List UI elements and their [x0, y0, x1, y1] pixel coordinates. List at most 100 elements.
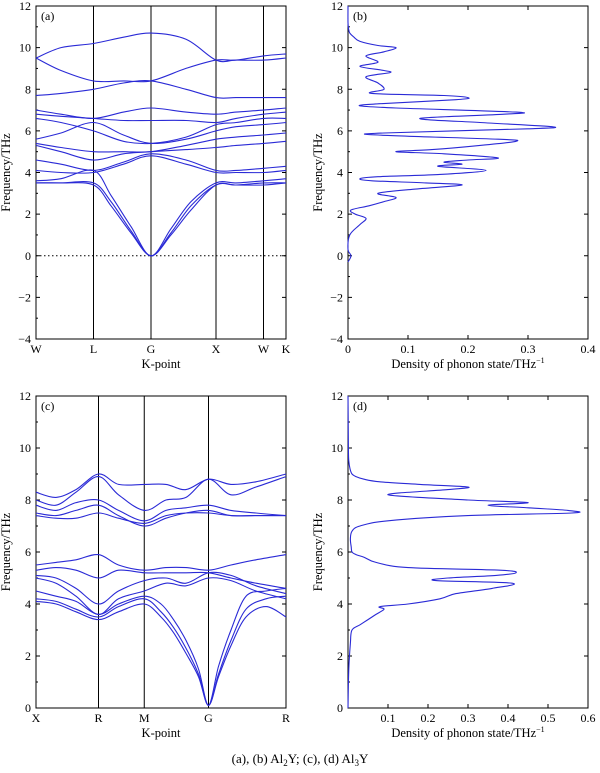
- chart-panel-2: (b) −4 −2 0 2 4 6 8 10 12 Frequency/THz 0 0.1 0.2 0.3 0…: [311, 0, 596, 371]
- x-tick-label: 0.3: [461, 711, 476, 725]
- y-tick-label: 0: [25, 249, 31, 263]
- x-axis-label: K-point: [142, 726, 181, 740]
- y-tick-label: 4: [25, 597, 31, 611]
- x-tick-label: 0.4: [581, 342, 596, 356]
- phonon-band-9: [35, 577, 287, 615]
- dos-curve: [347, 5, 557, 263]
- y-tick-label: −4: [18, 332, 31, 346]
- plot-frame: [347, 395, 589, 709]
- kpoint-label: G: [204, 711, 213, 725]
- y-tick-label: 2: [337, 207, 343, 221]
- y-tick-label: 10: [331, 41, 343, 55]
- x-tick-label: 0.4: [501, 711, 516, 725]
- y-tick-label: 2: [25, 207, 31, 221]
- kpoint-label: R: [94, 711, 102, 725]
- y-tick-label: 0: [337, 249, 343, 263]
- kpoint-label: M: [139, 711, 150, 725]
- y-axis-label: Frequency/THz: [0, 133, 13, 212]
- phonon-band-9: [35, 140, 287, 161]
- x-tick-label: 0.2: [421, 711, 436, 725]
- y-axis-label: Frequency/THz: [0, 512, 13, 591]
- phonon-band-12: [35, 169, 287, 257]
- kpoint-label: K: [282, 342, 291, 356]
- y-axis-label: Frequency/THz: [311, 512, 325, 591]
- y-tick-label: 10: [331, 441, 343, 455]
- y-tick-label: 8: [25, 82, 31, 96]
- x-tick-label: 0.3: [521, 342, 536, 356]
- dos-curve: [347, 395, 581, 709]
- y-tick-label: 2: [25, 649, 31, 663]
- phonon-band-8: [35, 571, 287, 605]
- phonon-band-8: [35, 132, 287, 153]
- phonon-band-1: [35, 32, 287, 63]
- x-axis-label: Density of phonon state/THz−1: [391, 356, 544, 371]
- phonon-band-2: [35, 476, 287, 511]
- y-tick-label: 12: [19, 389, 31, 403]
- phonon-band-10: [35, 153, 287, 172]
- phonon-band-5: [35, 111, 287, 124]
- kpoint-label: G: [147, 342, 156, 356]
- y-tick-label: 0: [25, 701, 31, 715]
- y-tick-label: 10: [19, 441, 31, 455]
- phonon-band-10: [35, 587, 287, 706]
- kpoint-label: W: [30, 342, 42, 356]
- y-tick-label: 2: [337, 649, 343, 663]
- y-tick-label: 4: [337, 166, 343, 180]
- phonon-band-7: [35, 567, 287, 589]
- phonon-band-2: [35, 53, 287, 83]
- kpoint-label: L: [90, 342, 97, 356]
- y-tick-label: 0: [337, 701, 343, 715]
- x-tick-label: 0.1: [401, 342, 416, 356]
- phonon-band-5: [35, 512, 286, 524]
- panel-label: (c): [41, 399, 54, 413]
- y-tick-label: 8: [25, 493, 31, 507]
- kpoint-label: X: [212, 342, 221, 356]
- x-axis-label: K-point: [142, 357, 181, 371]
- x-axis-label: Density of phonon state/THz−1: [391, 725, 544, 740]
- x-axis-label-superscript: −1: [536, 725, 545, 734]
- phonon-band-7: [35, 121, 287, 145]
- x-tick-label: 0.2: [461, 342, 476, 356]
- y-tick-label: 10: [19, 41, 31, 55]
- kpoint-label: X: [32, 711, 41, 725]
- panel-label: (b): [353, 9, 367, 23]
- y-tick-label: 6: [25, 545, 31, 559]
- y-tick-label: −4: [330, 332, 343, 346]
- y-tick-label: 12: [19, 0, 31, 13]
- x-tick-label: 0: [345, 342, 351, 356]
- panel-label: (a): [41, 9, 54, 23]
- y-tick-label: 8: [337, 493, 343, 507]
- phonon-band-3: [35, 80, 286, 99]
- y-tick-label: 8: [337, 82, 343, 96]
- chart-panel-3: (c) 0 2 4 6 8 10 12 Frequency/THz X R M G R K-point: [0, 389, 290, 740]
- y-tick-label: −2: [330, 290, 343, 304]
- y-tick-label: 4: [337, 597, 343, 611]
- phonon-band-1: [35, 473, 287, 498]
- phonon-band-6: [35, 553, 287, 571]
- figure-caption: (a), (b) Al2Y; (c), (d) Al3Y: [232, 751, 369, 768]
- phonon-band-14: [35, 182, 287, 257]
- x-tick-label: 0.5: [541, 711, 556, 725]
- phonon-band-6: [35, 117, 287, 145]
- y-tick-label: 12: [331, 0, 343, 13]
- panel-label: (d): [353, 399, 367, 413]
- kpoint-label: W: [258, 342, 270, 356]
- x-axis-label-superscript: −1: [536, 356, 545, 365]
- y-axis-label: Frequency/THz: [311, 133, 325, 212]
- y-tick-label: 12: [331, 389, 343, 403]
- phonon-band-11: [35, 595, 287, 706]
- phonon-band-11: [35, 155, 287, 174]
- plot-frame: [35, 395, 287, 709]
- phonon-band-3: [35, 499, 287, 522]
- y-tick-label: −2: [18, 290, 31, 304]
- phonon-band-12: [35, 600, 287, 706]
- kpoint-label: R: [282, 711, 290, 725]
- y-tick-label: 4: [25, 166, 31, 180]
- chart-panel-4: (d) 0 2 4 6 8 10 12 Frequency/THz 0.1 0.2 0.3 0.4 0.5…: [311, 389, 596, 740]
- x-tick-label: 0.6: [581, 711, 596, 725]
- y-tick-label: 6: [337, 545, 343, 559]
- y-tick-label: 6: [337, 124, 343, 138]
